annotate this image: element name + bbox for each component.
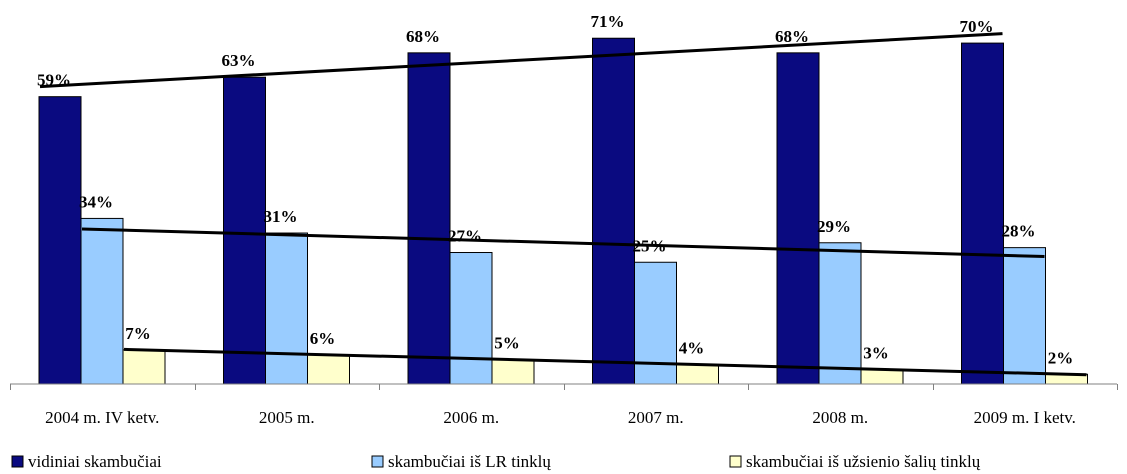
bar-skambuciai-is-lr-tinklu-1: [80, 217, 124, 385]
legend-label-vidiniai-skambuciai: vidiniai skambučiai: [28, 452, 162, 471]
bar-skambuciai-is-lr-tinklu-5: [818, 242, 862, 385]
bar-skambuciai-is-lr-tinklu-2: [265, 232, 308, 385]
x-tick-label-2: 2005 m.: [259, 408, 315, 427]
x-axis-ticks: [10, 384, 1118, 390]
data-labels-layer: 59% 34% 7% 63% 31% 6% 68% 27% 5% 71% 25% 4% 68% 29% 3%…: [37, 12, 1073, 367]
bar-skambuciai-is-lr-tinklu-4: [634, 261, 677, 385]
data-label-skambuciai-is-uzsienio-saliu-tinklu-3: 5%: [494, 334, 520, 353]
x-tick-label-4: 2007 m.: [628, 408, 684, 427]
legend: vidiniai skambučiai skambučiai iš LR tink…: [11, 452, 981, 471]
data-label-skambuciai-is-lr-tinklu-6: 28%: [1002, 222, 1036, 241]
trendline-skambuciai-is-lr-tinklu: [81, 227, 1045, 259]
trendline-vidiniai-skambuciai: [39, 32, 1003, 89]
legend-label-skambuciai-is-lr-tinklu: skambučiai iš LR tinklų: [388, 452, 551, 471]
bar-vidiniai-skambuciai-1: [38, 96, 82, 385]
data-label-vidiniai-skambuciai-2: 63%: [222, 51, 256, 70]
data-label-skambuciai-is-lr-tinklu-2: 31%: [264, 207, 298, 226]
data-label-skambuciai-is-lr-tinklu-1: 34%: [79, 192, 113, 211]
legend-swatch-skambuciai-is-lr-tinklu: [371, 455, 384, 468]
bar-skambuciai-is-lr-tinklu-3: [449, 252, 493, 385]
data-label-skambuciai-is-lr-tinklu-5: 29%: [817, 217, 851, 236]
data-label-skambuciai-is-lr-tinklu-3: 27%: [448, 227, 482, 246]
data-label-vidiniai-skambuciai-5: 68%: [775, 27, 809, 46]
bars-layer: [38, 37, 1088, 385]
data-label-vidiniai-skambuciai-6: 70%: [960, 17, 994, 36]
bar-skambuciai-is-uzsienio-saliu-tinklu-2: [307, 354, 350, 385]
bar-vidiniai-skambuciai-2: [223, 76, 266, 385]
legend-swatch-skambuciai-is-uzsienio-saliu-tinklu: [729, 455, 742, 468]
x-tick-label-3: 2006 m.: [443, 408, 499, 427]
bar-skambuciai-is-uzsienio-saliu-tinklu-4: [676, 364, 719, 385]
data-label-skambuciai-is-lr-tinklu-4: 25%: [633, 236, 667, 255]
bar-skambuciai-is-lr-tinklu-6: [1003, 247, 1046, 385]
bar-vidiniai-skambuciai-4: [592, 37, 635, 385]
bar-skambuciai-is-uzsienio-saliu-tinklu-5: [860, 368, 904, 385]
data-label-skambuciai-is-uzsienio-saliu-tinklu-6: 2%: [1048, 348, 1074, 367]
data-label-vidiniai-skambuciai-4: 71%: [591, 12, 625, 31]
trendline-skambuciai-is-uzsienio-saliu-tinklu: [123, 347, 1087, 377]
bar-vidiniai-skambuciai-5: [776, 52, 820, 385]
x-tick-label-6: 2009 m. I ketv.: [974, 408, 1076, 427]
bar-skambuciai-is-uzsienio-saliu-tinklu-3: [491, 359, 535, 385]
data-label-skambuciai-is-uzsienio-saliu-tinklu-2: 6%: [310, 329, 336, 348]
x-axis-tick-labels: 2004 m. IV ketv. 2005 m. 2006 m. 2007 m. 200…: [45, 408, 1076, 427]
data-label-vidiniai-skambuciai-1: 59%: [37, 71, 71, 90]
x-tick-label-5: 2008 m.: [812, 408, 868, 427]
data-label-skambuciai-is-uzsienio-saliu-tinklu-5: 3%: [863, 343, 889, 362]
legend-label-skambuciai-is-uzsienio-saliu-tinklu: skambučiai iš užsienio šalių tinklų: [746, 452, 981, 471]
x-tick-label-1: 2004 m. IV ketv.: [45, 408, 159, 427]
bar-vidiniai-skambuciai-6: [961, 42, 1004, 385]
data-label-vidiniai-skambuciai-3: 68%: [406, 27, 440, 46]
data-label-skambuciai-is-uzsienio-saliu-tinklu-1: 7%: [125, 324, 151, 343]
bar-vidiniai-skambuciai-3: [407, 52, 451, 385]
legend-swatch-vidiniai-skambuciai: [11, 455, 24, 468]
data-label-skambuciai-is-uzsienio-saliu-tinklu-4: 4%: [679, 339, 705, 358]
bar-skambuciai-is-uzsienio-saliu-tinklu-1: [122, 349, 166, 385]
trendlines-layer: [39, 32, 1087, 377]
